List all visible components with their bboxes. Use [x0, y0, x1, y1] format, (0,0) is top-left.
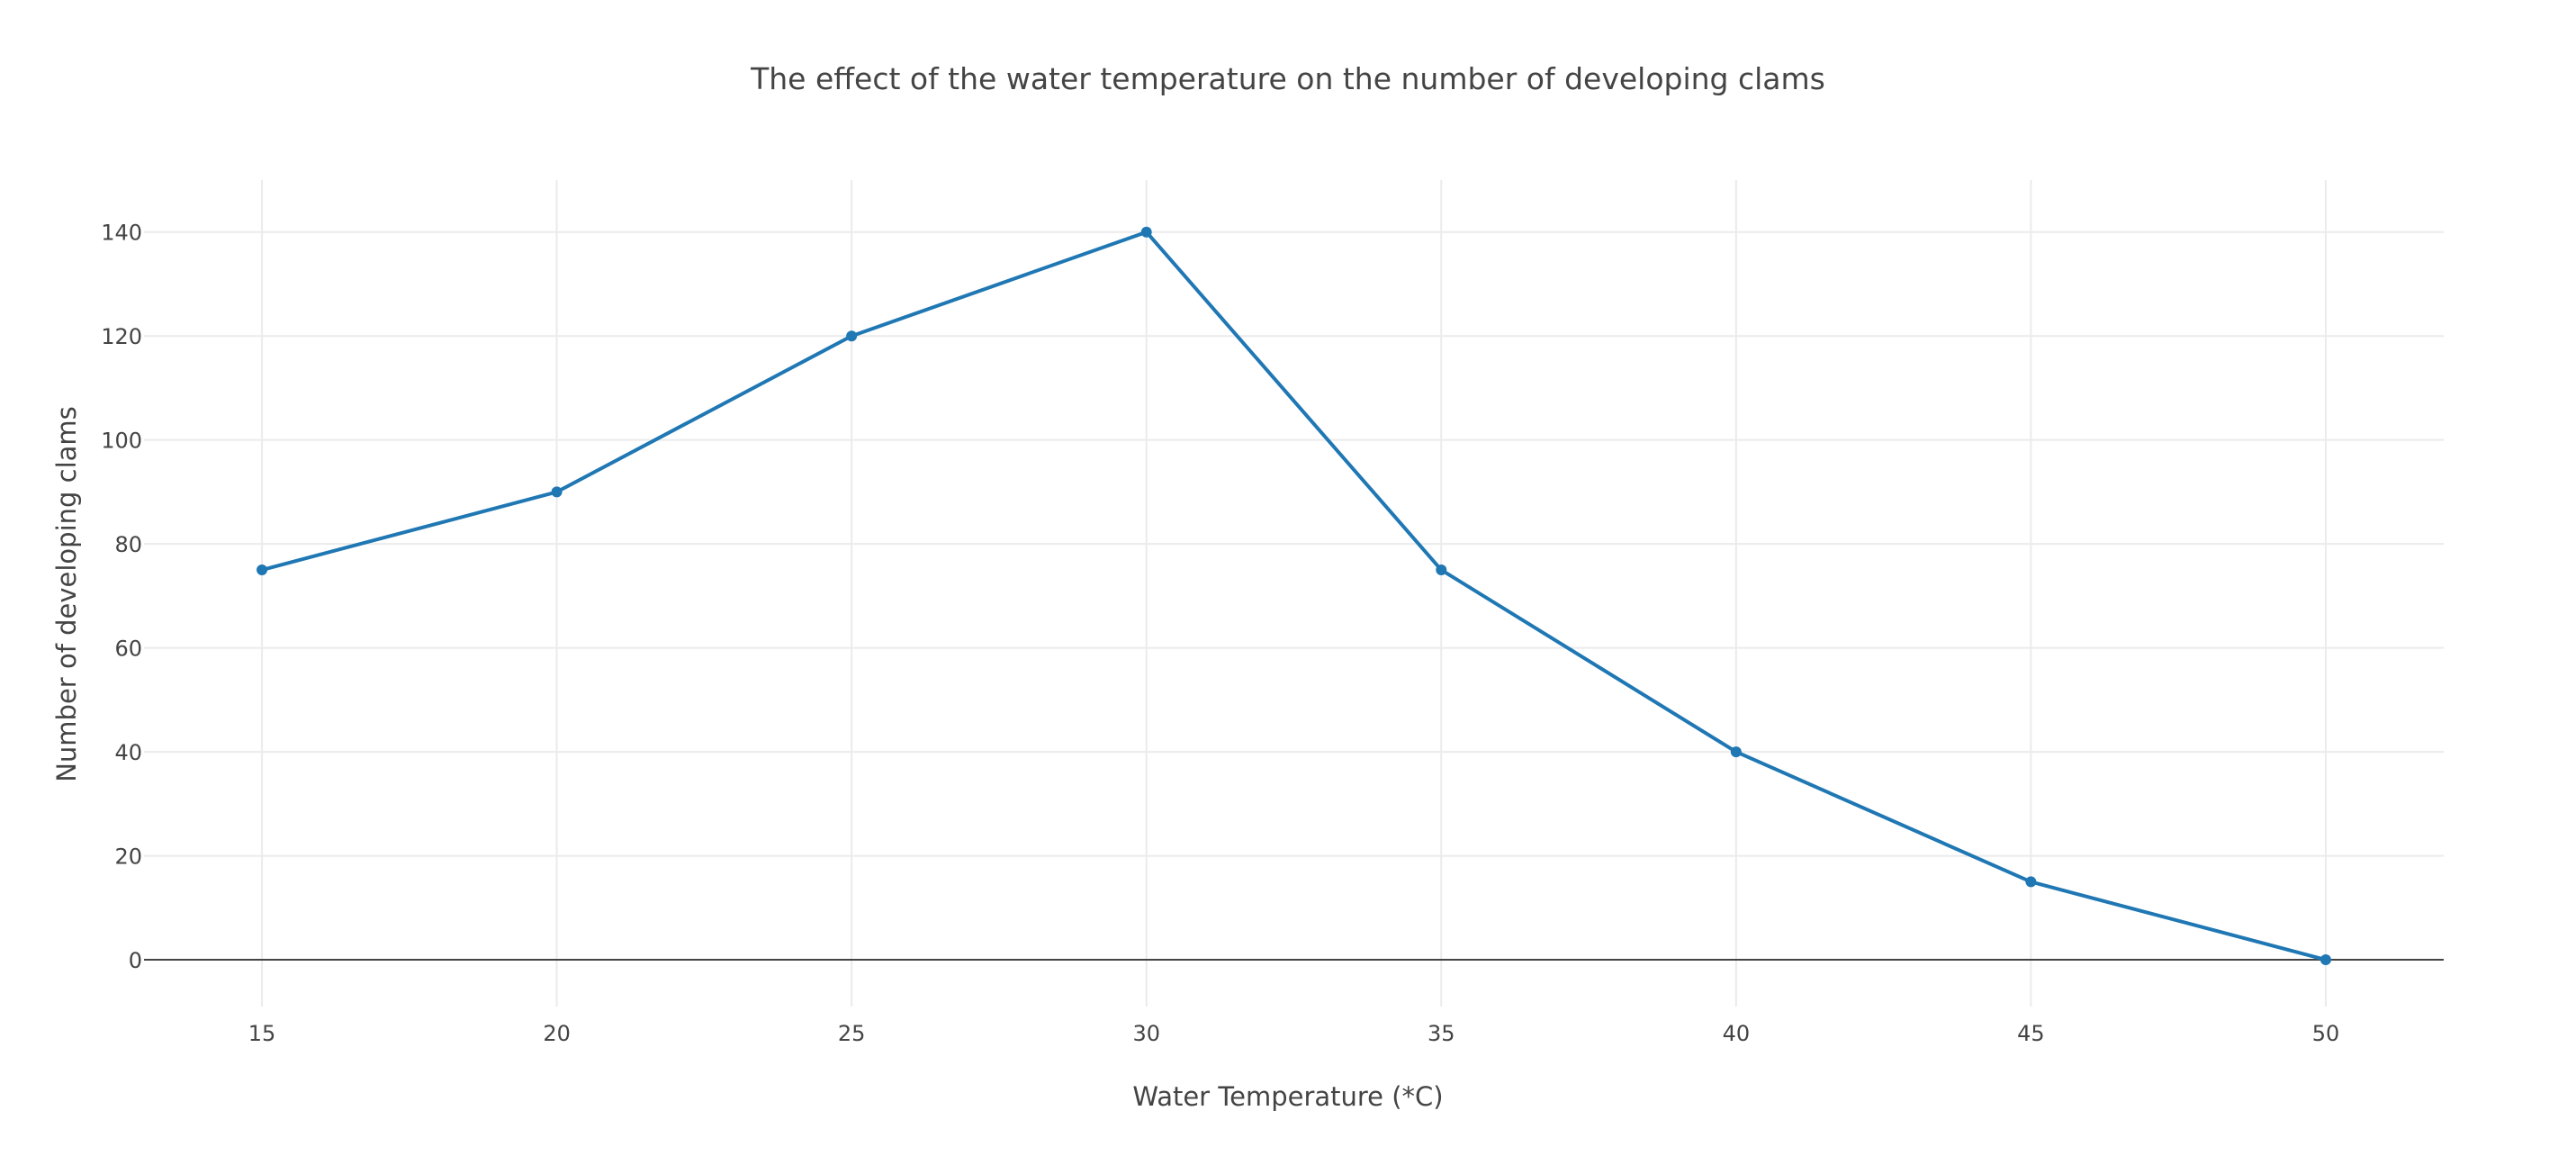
y-tick-label: 80	[114, 532, 142, 557]
y-gridlines	[144, 230, 2444, 857]
data-point	[1436, 564, 1447, 576]
series-layer	[257, 226, 2331, 966]
data-point	[846, 330, 858, 342]
x-tick-label: 45	[2017, 1021, 2045, 1046]
x-tick-labels: 15 20 25 30 35 40 45 50	[248, 1021, 2339, 1046]
y-tick-label: 20	[114, 844, 142, 870]
x-tick-label: 40	[1723, 1021, 1751, 1046]
x-axis-title: Water Temperature (*C)	[1132, 1081, 1443, 1112]
x-gridlines	[261, 180, 2327, 1007]
y-tick-label: 140	[101, 221, 142, 246]
y-tick-label: 0	[129, 948, 142, 973]
data-point	[1140, 226, 1152, 238]
data-point	[1730, 746, 1742, 758]
y-tick-label: 60	[114, 637, 142, 662]
chart-title: The effect of the water temperature on t…	[750, 61, 1825, 96]
x-tick-label: 15	[248, 1021, 276, 1046]
y-axis-title: Number of developing clams	[51, 406, 82, 782]
series-line	[261, 230, 2327, 962]
y-tick-labels: 0 20 40 60 80 100 120 140	[101, 221, 142, 973]
data-point	[2025, 876, 2037, 888]
data-point	[551, 486, 563, 498]
x-tick-label: 30	[1132, 1021, 1160, 1046]
data-point	[2319, 954, 2331, 966]
y-tick-label: 100	[101, 429, 142, 454]
x-tick-label: 20	[543, 1021, 571, 1046]
x-tick-label: 35	[1428, 1021, 1455, 1046]
y-tick-label: 40	[114, 740, 142, 765]
y-tick-label: 120	[101, 324, 142, 349]
x-tick-label: 50	[2312, 1021, 2340, 1046]
data-point	[257, 564, 268, 576]
x-tick-label: 25	[838, 1021, 866, 1046]
